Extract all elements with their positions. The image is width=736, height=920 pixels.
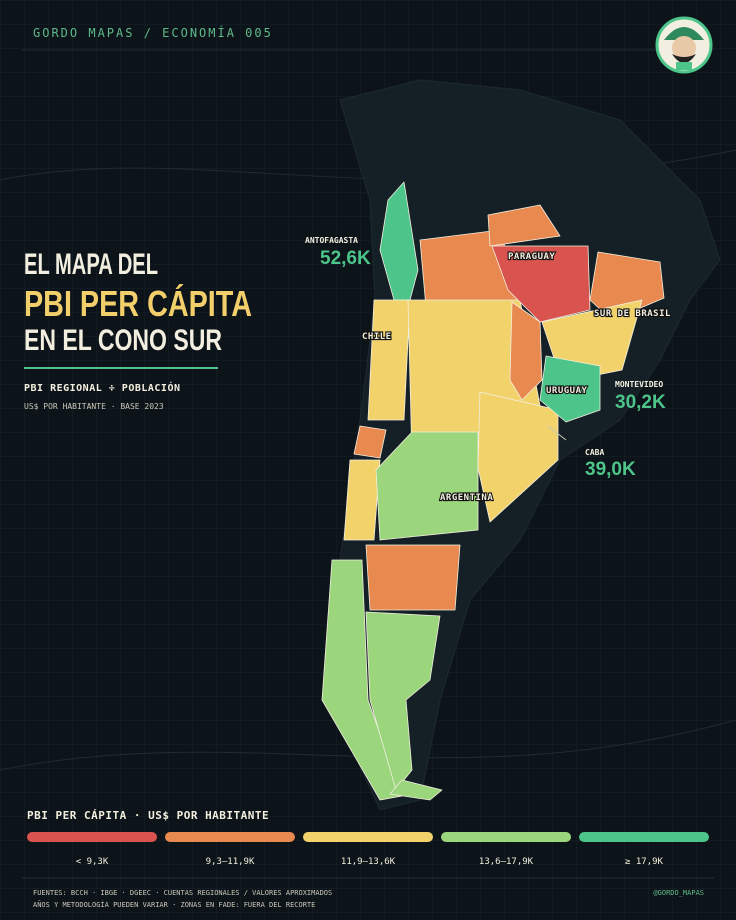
subtitle-formula: PBI REGIONAL ÷ POBLACIÓN xyxy=(24,381,181,394)
brand: GORDO MAPAS / ECONOMÍA 005 xyxy=(33,25,273,40)
map-label: ARGENTINA xyxy=(440,493,493,503)
title-line1: EL MAPA DEL xyxy=(24,248,158,281)
region xyxy=(367,299,411,421)
legend-label: ≥ 17,9K xyxy=(625,857,664,867)
footer-handle: @GORDO_MAPAS xyxy=(653,889,704,897)
region xyxy=(343,459,381,541)
legend-title: PBI PER CÁPITA · US$ POR HABITANTE xyxy=(27,809,269,822)
region xyxy=(353,425,387,459)
subtitle-note: US$ POR HABITANTE · BASE 2023 xyxy=(24,402,164,411)
map-label: SUR DE BRASIL xyxy=(594,309,671,319)
callout-name: CABA xyxy=(585,448,604,457)
title-line2: PBI PER CÁPITA xyxy=(24,283,252,324)
region xyxy=(509,301,543,401)
region xyxy=(491,245,591,323)
region xyxy=(539,355,601,423)
map-label: CHILE xyxy=(362,332,392,342)
callout-value: 30,2K xyxy=(615,392,666,413)
legend-label: 13,6–17,9K xyxy=(479,857,534,867)
legend: < 9,3K 9,3–11,9K 11,9–13,6K 13,6–17,9K ≥ 17,… xyxy=(27,832,709,867)
footer-notes: AÑOS Y METODOLOGÍA PUEDEN VARIAR · ZONAS… xyxy=(33,900,315,909)
logo xyxy=(655,16,713,74)
footer-sources: FUENTES: BCCH · IBGE · DGEEC · CUENTAS R… xyxy=(33,889,332,897)
region xyxy=(375,431,479,541)
callout-value: 52,6K xyxy=(320,248,371,269)
legend-label: 9,3–11,9K xyxy=(206,857,255,867)
callout-name: ANTOFAGASTA xyxy=(305,236,358,245)
legend-label: < 9,3K xyxy=(76,857,109,867)
legend-label: 11,9–13,6K xyxy=(341,857,396,867)
region xyxy=(365,611,441,791)
legend-swatch xyxy=(441,832,571,842)
region xyxy=(389,779,443,801)
region xyxy=(365,544,461,611)
map-label: PARAGUAY xyxy=(508,252,555,262)
legend-swatch xyxy=(579,832,709,842)
legend-swatch xyxy=(165,832,295,842)
callout-value: 39,0K xyxy=(585,459,636,480)
region xyxy=(487,204,561,247)
legend-swatch xyxy=(303,832,433,842)
callout-name: MONTEVIDEO xyxy=(615,380,663,389)
leader-line xyxy=(547,425,567,441)
map-label: URUGUAY xyxy=(546,386,588,396)
title-line3: EN EL CONO SUR xyxy=(24,324,222,357)
region xyxy=(477,391,559,523)
legend-swatch xyxy=(27,832,157,842)
map xyxy=(321,181,665,801)
